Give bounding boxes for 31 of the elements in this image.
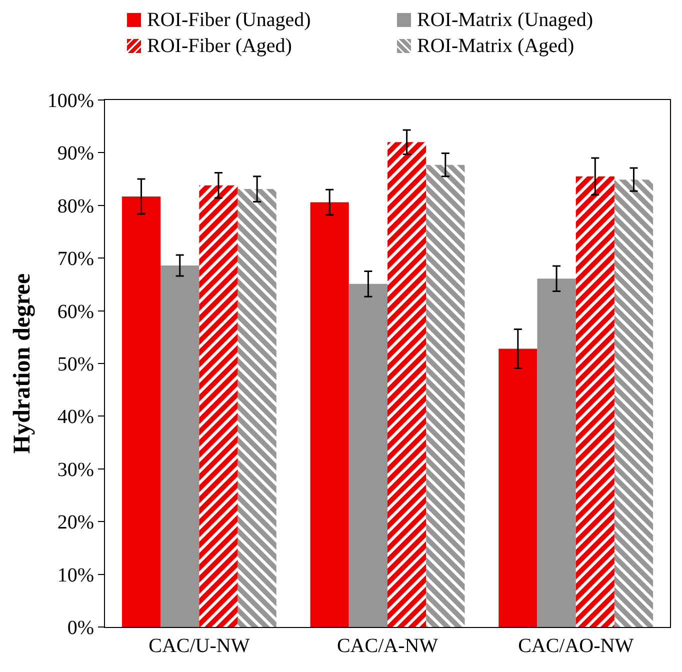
bar (199, 185, 238, 627)
x-tick-label: CAC/U-NW (148, 635, 250, 657)
bar (388, 142, 426, 627)
y-tick-label: 40% (57, 406, 94, 428)
bar (614, 180, 654, 627)
bar (537, 278, 576, 627)
y-tick-label: 60% (57, 300, 94, 323)
bar (348, 284, 388, 627)
y-axis-title: Hydration degree (9, 273, 36, 454)
bar (426, 164, 465, 627)
y-tick-label: 10% (57, 564, 94, 586)
y-tick-label: 0% (67, 617, 94, 639)
x-tick-label: CAC/AO-NW (518, 635, 634, 657)
y-tick-label: 50% (57, 354, 94, 376)
y-tick-label: 80% (57, 195, 94, 218)
bar (498, 348, 538, 627)
bar (160, 265, 200, 627)
y-tick-label: 30% (57, 458, 94, 481)
legend-label: ROI-Matrix (Aged) (417, 34, 574, 58)
y-tick-label: 100% (47, 90, 94, 112)
bar (310, 202, 349, 627)
x-tick-label: CAC/A-NW (336, 635, 438, 657)
y-tick-label: 20% (57, 512, 94, 534)
bar (576, 176, 614, 627)
bar (238, 189, 276, 627)
y-tick-label: 70% (57, 248, 94, 270)
legend-label: ROI-Fiber (Unaged) (147, 8, 311, 32)
y-tick-label: 90% (57, 142, 94, 165)
legend-label: ROI-Fiber (Aged) (147, 34, 292, 58)
legend-label: ROI-Matrix (Unaged) (417, 8, 594, 32)
bar (122, 196, 161, 627)
